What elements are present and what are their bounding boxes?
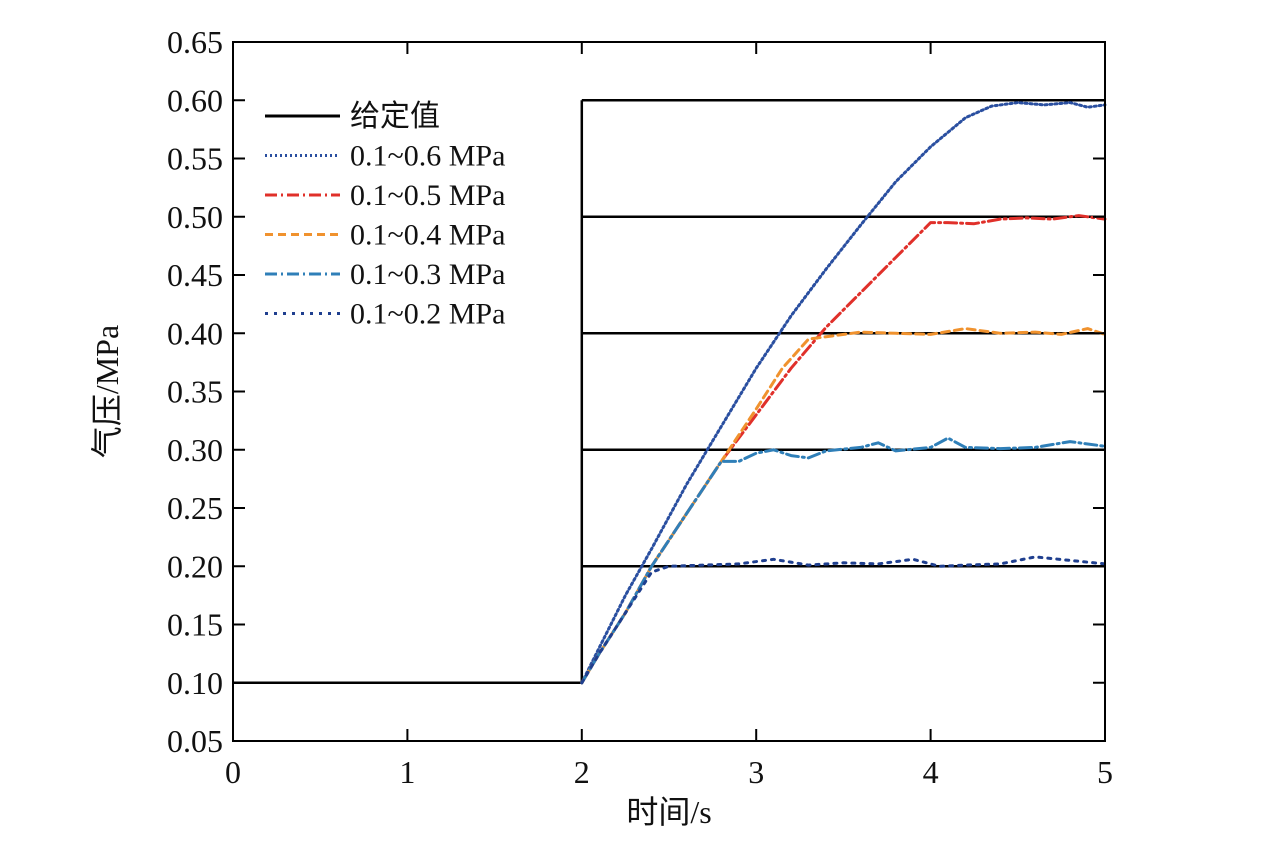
series-line [580,555,1107,685]
legend-label: 0.1~0.4 MPa [350,219,505,252]
y-tick-labels: 0.05 0.10 0.15 0.20 0.25 0.30 0.35 0.40 0.45 0.50… [167,24,223,759]
y-tick-label: 0.20 [167,548,223,584]
y-tick-label: 0.45 [167,257,223,293]
legend-label: 0.1~0.2 MPa [350,298,505,331]
y-tick-label: 0.35 [167,374,223,410]
y-tick-label: 0.55 [167,141,223,177]
y-tick-label: 0.05 [167,723,223,759]
y-tick-label: 0.60 [167,82,223,118]
x-tick-label: 2 [574,754,590,790]
axis-ticks [232,41,1106,742]
series-lines [580,101,1107,685]
x-tick-label: 5 [1097,754,1113,790]
x-tick-label: 3 [748,754,764,790]
y-tick-label: 0.10 [167,665,223,701]
series-line [580,101,1107,685]
y-tick-label: 0.15 [167,607,223,643]
x-axis-title: 时间/s [626,794,711,830]
legend-label: 给定值 [350,100,440,133]
x-tick-label: 4 [923,754,939,790]
legend: 给定值 0.1~0.6 MPa 0.1~0.5 MPa 0.1~0.4 MPa 0.1~… [265,100,505,331]
y-tick-label: 0.50 [167,199,223,235]
y-tick-label: 0.30 [167,432,223,468]
y-axis-title: 气压/MPa [89,325,125,458]
y-tick-label: 0.65 [167,24,223,60]
legend-label: 0.1~0.6 MPa [350,140,505,173]
legend-label: 0.1~0.3 MPa [350,258,505,291]
series-line [580,436,1107,685]
x-tick-label: 0 [225,754,241,790]
y-tick-label: 0.25 [167,490,223,526]
x-tick-label: 1 [399,754,415,790]
y-tick-label: 0.40 [167,315,223,351]
legend-label: 0.1~0.5 MPa [350,179,505,212]
x-tick-labels: 0 1 2 3 4 5 [225,754,1113,790]
series-line [580,327,1107,685]
